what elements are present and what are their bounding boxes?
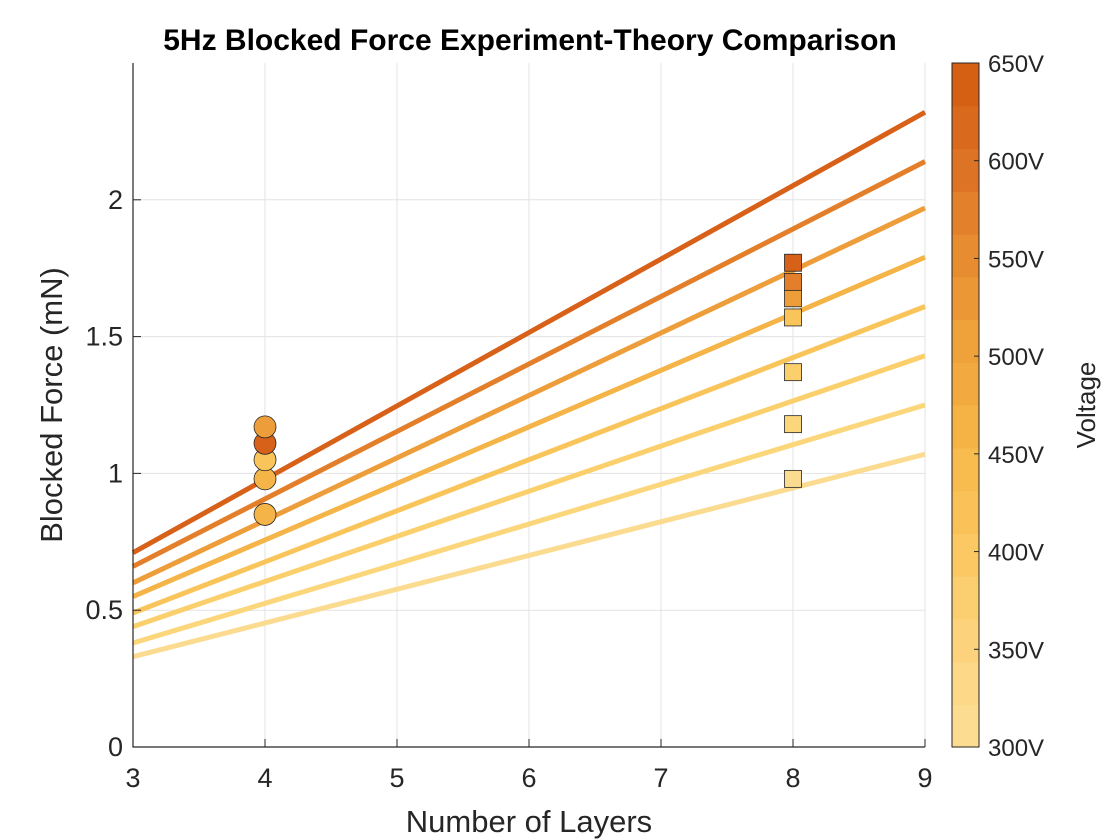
colorbar-tick-label: 400V <box>988 540 1044 567</box>
colorbar-segment <box>952 533 979 577</box>
theory-line-600v <box>131 159 927 569</box>
colorbar-segment <box>952 319 979 363</box>
colorbar-segment <box>952 191 979 235</box>
colorbar-segment <box>952 234 979 278</box>
colorbar-tick-label: 650V <box>988 51 1044 78</box>
chart-title: 5Hz Blocked Force Experiment-Theory Comp… <box>163 24 897 57</box>
colorbar-segment <box>952 661 979 705</box>
x-tick-label: 3 <box>125 763 140 793</box>
theory-line-350v <box>132 402 926 646</box>
x-tick-label: 4 <box>257 763 272 793</box>
x-tick-label: 5 <box>389 763 404 793</box>
data-point-square <box>784 415 802 434</box>
colorbar-segment <box>952 105 979 150</box>
colorbar-segment <box>952 447 979 492</box>
theory-line-400v <box>132 353 926 629</box>
colorbar-tick-label: 300V <box>988 735 1044 762</box>
y-tick-label: 2 <box>108 185 123 215</box>
data-point-square <box>784 308 802 327</box>
data-point-square <box>784 469 802 488</box>
x-tick-label: 6 <box>521 763 536 793</box>
colorbar-segment <box>952 576 979 620</box>
x-tick-label: 7 <box>653 763 668 793</box>
x-tick-label: 8 <box>785 763 800 793</box>
colorbar-tick-label: 600V <box>988 149 1044 176</box>
plot-area: 3 4 5 6 7 8 9 0 0.5 1 1.5 2 <box>85 63 933 793</box>
y-axis-label: Blocked Force (mN) <box>34 267 69 543</box>
theory-line-300v <box>132 451 926 660</box>
colorbar-tick-label: 450V <box>988 442 1044 469</box>
data-point-square <box>784 289 802 308</box>
x-tick-label: 9 <box>917 763 932 793</box>
y-axis-ticks: 0 0.5 1 1.5 2 <box>85 185 141 762</box>
colorbar-label: Voltage <box>1071 362 1101 449</box>
y-tick-label: 1 <box>108 458 123 488</box>
y-tick-label: 0 <box>108 732 123 762</box>
colorbar-segment <box>952 148 979 192</box>
data-point-circle <box>253 415 277 439</box>
x-axis-label: Number of Layers <box>406 804 652 839</box>
colorbar-tick-label: 550V <box>988 246 1044 273</box>
y-tick-label: 1.5 <box>85 322 123 352</box>
y-tick-label: 0.5 <box>85 595 123 625</box>
colorbar-tick-label: 350V <box>988 637 1044 664</box>
colorbar-segment <box>952 490 979 534</box>
x-axis-ticks: 3 4 5 6 7 8 9 <box>125 739 933 793</box>
colorbar-segment <box>952 362 979 406</box>
colorbar-segment <box>952 276 979 321</box>
data-point-square <box>784 272 802 291</box>
data-point-circle <box>253 503 277 526</box>
colorbar-segment <box>952 618 979 663</box>
colorbar-tick-label: 500V <box>988 344 1044 371</box>
colorbar-segment <box>952 405 979 449</box>
theory-line-450v <box>132 304 926 616</box>
experiment-markers <box>253 253 802 526</box>
colorbar-frame <box>951 62 980 748</box>
data-point-circle <box>253 467 277 491</box>
colorbar-segment <box>952 704 979 748</box>
colorbar-segment <box>952 63 979 107</box>
colorbar: 300V 350V 400V 450V 500V 550V 600V 650V <box>951 51 1044 762</box>
data-point-square <box>784 253 802 272</box>
data-point-square <box>784 363 802 382</box>
